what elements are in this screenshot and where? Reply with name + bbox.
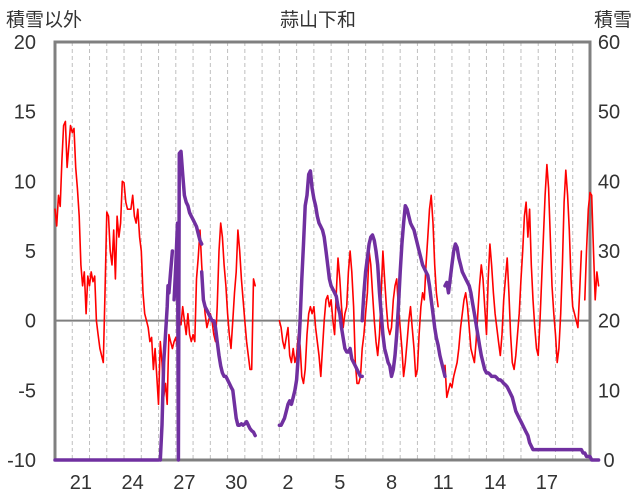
snow-depth-line: [172, 149, 204, 462]
right-tick-label: 30: [598, 241, 620, 263]
left-tick-label: 20: [14, 32, 36, 54]
plot-frame: [53, 40, 592, 462]
left-tick-label: 0: [25, 311, 36, 333]
x-tick-label: 5: [334, 472, 345, 494]
x-tick-label: 11: [433, 472, 454, 494]
right-tick-label: 60: [598, 32, 620, 54]
temperature-line: [583, 191, 600, 301]
snow-depth-line: [277, 169, 364, 427]
grid-lines: [71, 42, 574, 460]
left-tick-label: 5: [25, 241, 36, 263]
temperature-line: [54, 120, 256, 406]
data-series: [53, 120, 601, 462]
snow-depth-line: [158, 284, 170, 462]
x-tick-label: 27: [173, 472, 195, 494]
left-axis-label: 積雪以外: [6, 9, 82, 31]
x-tick-label: 17: [536, 472, 558, 494]
temperature-line: [278, 194, 439, 385]
right-tick-label: 50: [598, 102, 620, 124]
left-tick-label: -5: [18, 380, 36, 402]
right-axis-label: 積雪: [594, 9, 632, 31]
x-tick-label: 8: [386, 472, 397, 494]
snow-depth-line: [167, 249, 175, 295]
right-tick-label: 10: [598, 380, 620, 402]
right-tick-label: 0: [603, 450, 614, 472]
x-tick-label: 14: [484, 472, 506, 494]
left-tick-label: 10: [14, 171, 36, 193]
chart-title: 蒜山下和: [280, 9, 356, 31]
x-tick-label: 2: [282, 472, 293, 494]
snow-depth-line: [360, 203, 447, 379]
x-tick-label: 30: [225, 472, 247, 494]
temperature-line: [444, 163, 583, 399]
x-tick-label: 21: [70, 472, 92, 494]
x-tick-label: 24: [122, 472, 144, 494]
right-tick-label: 20: [598, 311, 620, 333]
snow-depth-line: [443, 242, 601, 462]
left-tick-label: -10: [7, 450, 36, 472]
snow-depth-line: [199, 270, 257, 438]
left-tick-label: 15: [14, 102, 36, 124]
right-tick-label: 40: [598, 171, 620, 193]
